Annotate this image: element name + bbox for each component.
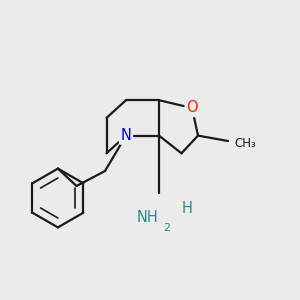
Text: N: N	[121, 128, 131, 143]
Text: NH: NH	[137, 210, 158, 225]
Text: H: H	[182, 201, 192, 216]
Text: O: O	[186, 100, 198, 116]
Text: CH₃: CH₃	[234, 137, 256, 150]
Text: 2: 2	[163, 223, 170, 233]
